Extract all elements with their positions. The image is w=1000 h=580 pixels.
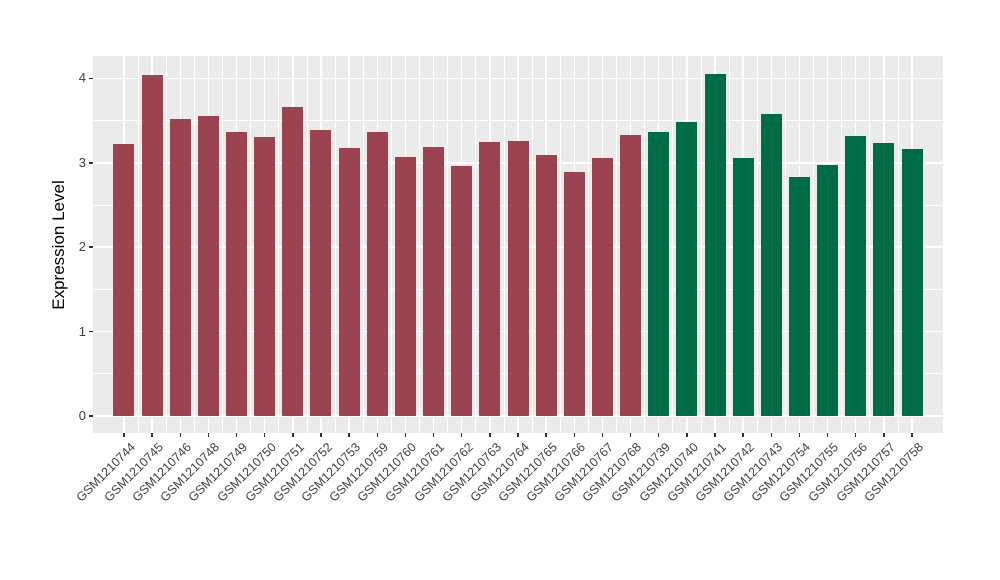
gridline-minor-v (672, 56, 674, 433)
x-tick (883, 433, 885, 437)
gridline-minor-v (334, 56, 336, 433)
y-tick (89, 415, 93, 417)
bar-GSM1210765 (535, 155, 557, 416)
x-tick (207, 433, 210, 437)
bar-GSM1210754 (788, 177, 810, 416)
bar-GSM1210743 (760, 113, 782, 416)
bar-GSM1210755 (817, 165, 839, 416)
x-tick (545, 433, 547, 437)
gridline-minor-v (390, 56, 392, 433)
y-tick-label: 4 (78, 70, 86, 86)
x-tick (517, 433, 519, 437)
gridline-minor-v (700, 56, 702, 433)
gridline-minor-v (362, 56, 364, 433)
bar-GSM1210746 (169, 118, 191, 416)
bar-GSM1210753 (338, 148, 360, 416)
x-tick (404, 433, 407, 437)
bar-GSM1210745 (141, 75, 163, 416)
gridline-minor-v (250, 56, 251, 433)
x-tick (489, 433, 491, 437)
x-tick (235, 433, 238, 437)
gridline-minor-v (897, 56, 899, 433)
gridline-minor-v (784, 56, 786, 433)
gridline-minor-v (616, 56, 617, 433)
gridline-minor-v (559, 56, 561, 433)
bar-GSM1210763 (479, 141, 501, 416)
plot-panel (93, 56, 943, 433)
bar-GSM1210758 (901, 149, 923, 416)
y-tick (89, 77, 93, 80)
x-tick (911, 433, 913, 437)
gridline-minor-v (193, 56, 195, 433)
x-tick (798, 433, 801, 437)
gridline-minor-v (531, 56, 533, 433)
x-tick (460, 433, 463, 437)
gridline-minor-v (447, 56, 449, 433)
gridline-minor-v (644, 56, 646, 433)
x-tick (320, 433, 322, 437)
gridline-minor-v (137, 56, 139, 433)
x-tick (348, 433, 350, 437)
x-tick (179, 433, 181, 437)
y-tick (89, 330, 93, 333)
gridline-minor-v (278, 56, 280, 433)
y-tick-label: 1 (78, 323, 86, 339)
bar-GSM1210760 (394, 156, 416, 416)
x-tick (742, 433, 744, 437)
x-tick (714, 433, 716, 437)
gridline-minor-v (841, 56, 843, 433)
bar-GSM1210750 (254, 136, 276, 416)
gridline-minor-v (306, 56, 308, 433)
bar-GSM1210762 (451, 166, 473, 416)
x-tick (573, 433, 576, 437)
x-tick (854, 433, 857, 437)
bar-GSM1210741 (704, 74, 726, 416)
gridline-minor-v (756, 56, 758, 433)
gridline-minor-v (503, 56, 505, 433)
x-tick (657, 433, 660, 437)
gridline-minor-v (475, 56, 477, 433)
x-tick (432, 433, 435, 437)
x-tick (826, 433, 829, 437)
bar-GSM1210749 (226, 131, 248, 416)
gridline-minor-v (587, 56, 589, 433)
bar-GSM1210751 (282, 107, 304, 416)
y-tick (89, 246, 93, 248)
bar-GSM1210748 (197, 116, 219, 416)
y-tick-label: 2 (78, 239, 86, 255)
bar-GSM1210761 (423, 146, 445, 416)
bar-GSM1210766 (563, 172, 585, 416)
x-tick (292, 433, 294, 437)
bar-GSM1210767 (591, 157, 613, 416)
bar-GSM1210756 (845, 135, 867, 416)
x-tick (151, 433, 153, 437)
gridline-minor-v (728, 56, 730, 433)
x-tick (770, 433, 773, 437)
x-tick (686, 433, 688, 437)
x-tick (123, 433, 125, 437)
y-tick-label: 3 (78, 154, 86, 170)
x-tick (376, 433, 379, 437)
bar-GSM1210740 (676, 122, 698, 416)
gridline-minor-v (165, 56, 167, 433)
bar-GSM1210768 (620, 134, 642, 416)
bar-GSM1210739 (648, 131, 670, 416)
bar-GSM1210752 (310, 129, 332, 416)
x-tick (601, 433, 604, 437)
y-tick-label: 0 (78, 408, 86, 423)
bar-GSM1210759 (366, 132, 388, 416)
bar-GSM1210744 (113, 144, 135, 416)
bar-GSM1210764 (507, 140, 529, 416)
gridline-minor-v (419, 56, 420, 433)
gridline-minor-v (869, 56, 871, 433)
bar-GSM1210742 (732, 157, 754, 416)
y-tick (89, 162, 93, 164)
x-tick (629, 433, 632, 437)
x-tick (263, 433, 266, 437)
bar-GSM1210757 (873, 142, 895, 416)
gridline-minor-v (222, 56, 223, 433)
gridline-minor-v (813, 56, 814, 433)
